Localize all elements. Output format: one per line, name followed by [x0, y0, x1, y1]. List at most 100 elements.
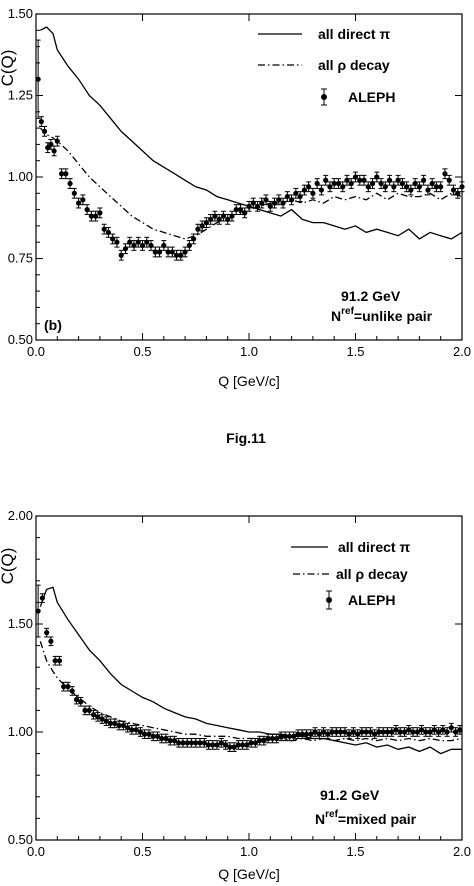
aleph-data-point [421, 174, 427, 186]
data-marker [173, 252, 180, 258]
aleph-data-point [453, 727, 459, 737]
aleph-data-point [205, 740, 212, 750]
aleph-data-point [35, 584, 41, 638]
data-marker [257, 738, 263, 744]
aleph-data-point [259, 197, 265, 209]
aleph-data-point [56, 655, 63, 666]
aleph-data-point [44, 627, 50, 638]
data-marker [291, 733, 297, 739]
aleph-data-point [54, 135, 60, 147]
data-marker [242, 210, 248, 216]
data-marker [286, 733, 293, 739]
data-marker [97, 210, 103, 216]
data-marker [284, 193, 290, 200]
panel-label: (b) [44, 317, 62, 333]
aleph-data-point [316, 729, 322, 739]
aleph-data-point [135, 236, 141, 248]
y-tick-label: 1.25 [8, 88, 33, 103]
data-marker [440, 727, 446, 733]
data-marker [103, 718, 109, 724]
aleph-data-point [38, 116, 44, 127]
aleph-data-point [329, 727, 335, 737]
aleph-data-point [312, 727, 318, 737]
data-marker [225, 216, 231, 222]
data-marker [367, 729, 374, 735]
aleph-data-point [450, 184, 457, 196]
data-marker [146, 731, 152, 737]
aleph-data-point [118, 249, 124, 261]
aleph-data-point [163, 733, 169, 744]
aleph-data-point [265, 733, 271, 744]
data-marker [265, 735, 271, 742]
data-marker [118, 252, 124, 258]
data-marker [342, 729, 348, 735]
data-marker [35, 76, 41, 82]
data-marker [231, 744, 237, 750]
aleph-data-point [414, 727, 420, 737]
data-marker [124, 725, 131, 731]
y-axis-label: C(Q) [0, 548, 17, 585]
aleph-data-point [167, 735, 173, 746]
data-marker [191, 236, 197, 242]
data-marker [38, 118, 44, 125]
x-tick-label: 0.0 [27, 844, 45, 859]
aleph-data-point [276, 194, 282, 206]
aleph-data-point [299, 729, 305, 739]
data-marker [163, 735, 169, 742]
aleph-data-point [159, 733, 165, 744]
aleph-data-point [355, 729, 361, 739]
x-tick-label: 1.0 [240, 344, 258, 359]
data-marker [414, 729, 420, 735]
x-axis-label: Q [GeV/c] [218, 373, 279, 389]
aleph-data-point [131, 240, 137, 251]
data-marker [295, 731, 301, 737]
data-marker [329, 729, 335, 735]
data-marker [246, 203, 252, 209]
data-marker [214, 742, 220, 748]
aleph-data-point [90, 709, 97, 720]
aleph-data-point [310, 187, 316, 199]
legend-label-aleph: ALEPH [348, 592, 395, 608]
data-marker [78, 699, 84, 705]
data-marker [137, 729, 143, 735]
reference-sup: ref [341, 306, 354, 317]
data-marker [435, 729, 442, 735]
data-marker [350, 729, 356, 735]
data-marker [306, 184, 312, 190]
aleph-data-point [246, 200, 252, 212]
data-marker [280, 200, 286, 206]
aleph-data-point [440, 725, 446, 735]
data-marker [459, 184, 465, 190]
aleph-data-point [348, 178, 354, 189]
legend-swatch-points [321, 88, 327, 106]
data-marker [365, 184, 371, 190]
data-marker [195, 226, 201, 232]
data-marker [127, 239, 133, 245]
aleph-data-point [73, 694, 80, 705]
data-marker [438, 184, 444, 190]
data-marker [176, 740, 182, 746]
legend: all direct π all ρ decay ALEPH [258, 26, 395, 106]
aleph-data-point [101, 223, 107, 235]
aleph-data-point [51, 145, 57, 157]
data-marker [90, 712, 97, 718]
data-marker [404, 184, 410, 190]
aleph-data-point [442, 168, 448, 180]
data-marker [297, 193, 303, 200]
data-marker [331, 180, 337, 187]
data-marker [303, 731, 310, 737]
aleph-data-point [154, 731, 161, 742]
data-marker [52, 658, 58, 664]
aleph-data-point [188, 737, 195, 748]
aleph-data-point [291, 731, 297, 742]
aleph-data-point [78, 696, 84, 707]
data-marker [144, 239, 150, 245]
aleph-data-point [431, 725, 437, 735]
y-tick-label: 0.50 [8, 832, 33, 847]
aleph-data-point [212, 210, 218, 222]
aleph-data-point [297, 191, 303, 202]
data-marker [114, 239, 120, 245]
data-marker [299, 731, 305, 737]
aleph-data-point [378, 178, 384, 189]
